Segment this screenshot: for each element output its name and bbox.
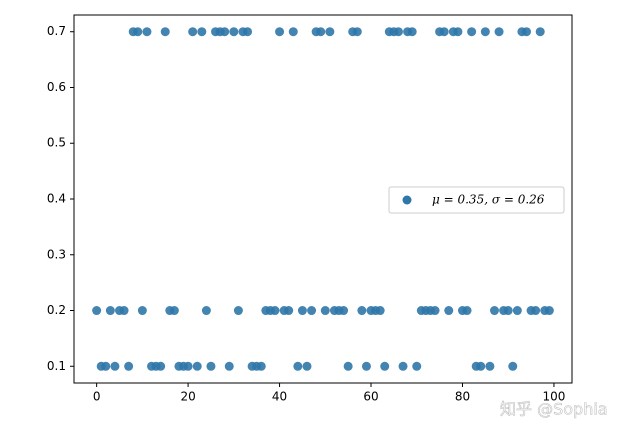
x-tick-label: 20 [180,390,195,404]
point [270,306,280,316]
x-tick-label: 0 [93,390,101,404]
point [201,306,211,316]
point [137,306,147,316]
point [183,361,193,371]
x-tick-label: 80 [455,390,470,404]
watermark: 知乎 @Sophia [500,400,608,419]
point [160,27,170,37]
point [343,361,353,371]
point [307,306,317,316]
point [224,361,234,371]
point [412,361,422,371]
point [467,27,477,37]
point [220,27,230,37]
point [133,27,143,37]
point [284,306,294,316]
point [375,306,385,316]
y-tick-label: 0.3 [47,247,66,261]
point [256,361,266,371]
point [316,27,326,37]
point [293,361,303,371]
point [288,27,298,37]
point [380,361,390,371]
point [503,306,513,316]
legend-box [388,186,565,214]
y-tick-label: 0.7 [47,24,66,38]
point [508,361,518,371]
point [101,361,111,371]
point [476,361,486,371]
point [110,361,120,371]
point [188,27,198,37]
point [92,306,102,316]
legend-marker [402,195,412,205]
point [339,306,349,316]
point [430,306,440,316]
y-tick-label: 0.1 [47,359,66,373]
point [192,361,202,371]
point [453,27,463,37]
point [142,27,152,37]
point [535,27,545,37]
point [352,27,362,37]
point [197,27,207,37]
point [320,306,330,316]
point [521,27,531,37]
point [407,27,417,37]
x-tick-label: 100 [542,390,565,404]
point [480,27,490,37]
point [206,361,216,371]
y-tick-label: 0.4 [47,192,66,206]
point [361,361,371,371]
x-tick-label: 40 [272,390,287,404]
point [229,27,239,37]
point [119,306,129,316]
point [275,27,285,37]
point [439,27,449,37]
point [243,27,253,37]
point [105,306,115,316]
point [169,306,179,316]
x-tick-label: 60 [363,390,378,404]
point [531,306,541,316]
point [233,306,243,316]
point [398,361,408,371]
point [485,361,495,371]
point [462,306,472,316]
point [124,361,134,371]
point [544,306,554,316]
point [512,306,522,316]
point [489,306,499,316]
point [357,306,367,316]
y-tick-label: 0.5 [47,136,66,150]
legend-text: μ = 0.35, σ = 0.26 [432,193,545,207]
y-tick-label: 0.2 [47,303,66,317]
point [494,27,504,37]
point [444,306,454,316]
point [325,27,335,37]
point [297,306,307,316]
point [302,361,312,371]
point [393,27,403,37]
point [156,361,166,371]
y-tick-label: 0.6 [47,80,66,94]
